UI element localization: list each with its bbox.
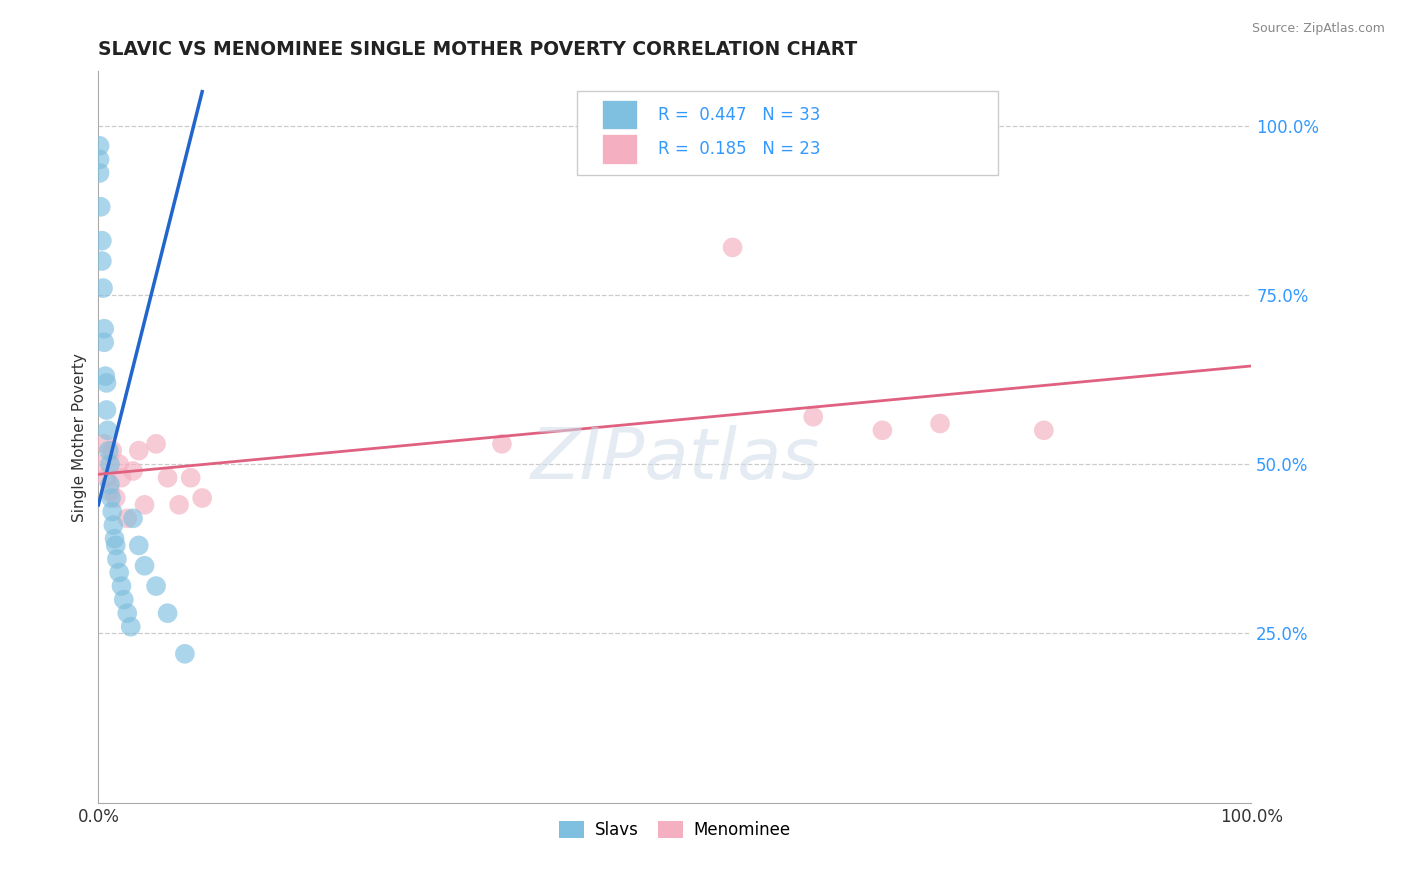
Point xyxy=(112,592,135,607)
Point xyxy=(801,409,824,424)
Text: R =  0.185   N = 23: R = 0.185 N = 23 xyxy=(658,140,820,158)
Point xyxy=(167,498,190,512)
Point xyxy=(93,335,115,350)
Point xyxy=(98,477,121,491)
Point xyxy=(145,579,167,593)
Point xyxy=(91,281,114,295)
Point xyxy=(128,443,150,458)
Point xyxy=(120,620,142,634)
Point xyxy=(191,491,214,505)
Point xyxy=(117,511,139,525)
Point xyxy=(100,491,122,505)
Point xyxy=(101,443,124,458)
Point xyxy=(128,538,150,552)
Point xyxy=(98,457,121,471)
Point xyxy=(96,403,118,417)
Point xyxy=(872,423,894,437)
Point xyxy=(110,579,132,593)
Point xyxy=(103,518,125,533)
Point xyxy=(108,457,131,471)
Point xyxy=(93,322,115,336)
Point xyxy=(929,417,952,431)
Point xyxy=(104,491,127,505)
Point xyxy=(94,369,117,384)
Point xyxy=(97,443,120,458)
Point xyxy=(721,240,744,254)
Point xyxy=(180,471,202,485)
Point xyxy=(110,471,132,485)
Point xyxy=(90,254,112,268)
Legend: Slavs, Menominee: Slavs, Menominee xyxy=(553,814,797,846)
Point xyxy=(90,234,112,248)
Point xyxy=(89,139,111,153)
Bar xyxy=(576,91,998,175)
Point xyxy=(134,558,156,573)
Point xyxy=(89,166,111,180)
Point xyxy=(98,484,121,499)
Point xyxy=(145,437,167,451)
Text: R =  0.447   N = 33: R = 0.447 N = 33 xyxy=(658,105,820,123)
Point xyxy=(96,471,118,485)
Point xyxy=(105,552,128,566)
Point xyxy=(134,498,156,512)
Point xyxy=(103,532,125,546)
Point xyxy=(90,200,112,214)
Point xyxy=(89,153,111,167)
Point xyxy=(101,505,124,519)
Point xyxy=(156,471,179,485)
Point xyxy=(174,647,197,661)
Point xyxy=(108,566,131,580)
Point xyxy=(122,464,145,478)
Text: SLAVIC VS MENOMINEE SINGLE MOTHER POVERTY CORRELATION CHART: SLAVIC VS MENOMINEE SINGLE MOTHER POVERT… xyxy=(98,39,858,59)
Bar xyxy=(602,100,637,129)
Text: ZIPatlas: ZIPatlas xyxy=(530,425,820,493)
Point xyxy=(97,423,120,437)
Point xyxy=(156,606,179,620)
Point xyxy=(96,376,118,390)
Bar xyxy=(602,135,637,163)
Point xyxy=(90,457,112,471)
Point xyxy=(93,437,115,451)
Text: Source: ZipAtlas.com: Source: ZipAtlas.com xyxy=(1251,22,1385,36)
Y-axis label: Single Mother Poverty: Single Mother Poverty xyxy=(72,352,87,522)
Point xyxy=(104,538,127,552)
Point xyxy=(122,511,145,525)
Point xyxy=(491,437,513,451)
Point xyxy=(117,606,139,620)
Point xyxy=(1032,423,1054,437)
